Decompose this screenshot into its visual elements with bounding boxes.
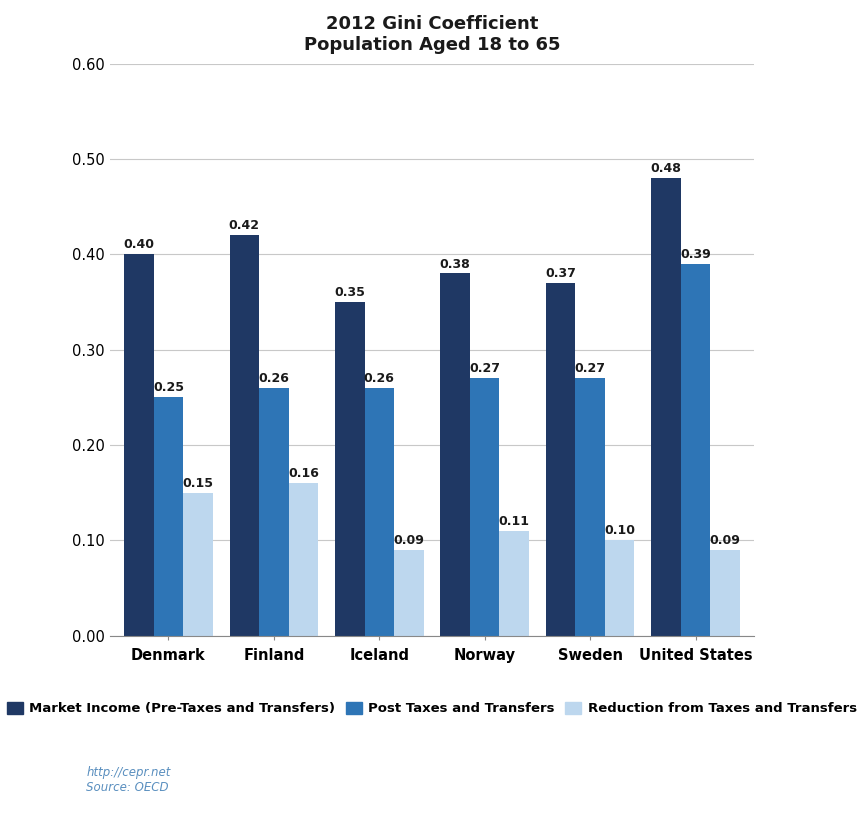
Bar: [651, 178, 681, 636]
Bar: [124, 254, 154, 636]
Title: 2012 Gini Coefficient
Population Aged 18 to 65: 2012 Gini Coefficient Population Aged 18…: [304, 15, 560, 54]
Bar: [681, 264, 710, 636]
Text: 0.26: 0.26: [364, 372, 395, 385]
Bar: [259, 387, 289, 636]
Bar: [546, 283, 575, 636]
Bar: [575, 379, 605, 636]
Text: 0.26: 0.26: [258, 372, 289, 385]
Bar: [394, 549, 423, 636]
Legend: Market Income (Pre-Taxes and Transfers), Post Taxes and Transfers, Reduction fro: Market Income (Pre-Taxes and Transfers),…: [2, 697, 862, 720]
Text: 0.27: 0.27: [575, 362, 606, 375]
Bar: [441, 274, 470, 636]
Bar: [183, 492, 213, 636]
Text: 0.40: 0.40: [124, 239, 155, 252]
Bar: [335, 302, 365, 636]
Bar: [289, 483, 318, 636]
Bar: [499, 531, 529, 636]
Text: 0.16: 0.16: [288, 467, 319, 480]
Text: 0.48: 0.48: [651, 162, 682, 175]
Text: 0.15: 0.15: [182, 477, 213, 490]
Text: http://cepr.net
Source: OECD: http://cepr.net Source: OECD: [86, 766, 171, 794]
Text: 0.42: 0.42: [229, 220, 260, 233]
Text: 0.37: 0.37: [545, 267, 576, 280]
Bar: [154, 397, 183, 636]
Text: 0.10: 0.10: [604, 524, 635, 537]
Bar: [710, 549, 740, 636]
Bar: [230, 235, 259, 636]
Text: 0.35: 0.35: [334, 287, 365, 299]
Text: 0.09: 0.09: [709, 534, 740, 547]
Text: 0.25: 0.25: [153, 382, 184, 395]
Text: 0.09: 0.09: [393, 534, 424, 547]
Text: 0.11: 0.11: [499, 515, 530, 528]
Bar: [605, 540, 634, 636]
Text: 0.27: 0.27: [469, 362, 500, 375]
Bar: [470, 379, 499, 636]
Text: 0.38: 0.38: [440, 257, 471, 270]
Bar: [365, 387, 394, 636]
Text: 0.39: 0.39: [680, 248, 711, 261]
